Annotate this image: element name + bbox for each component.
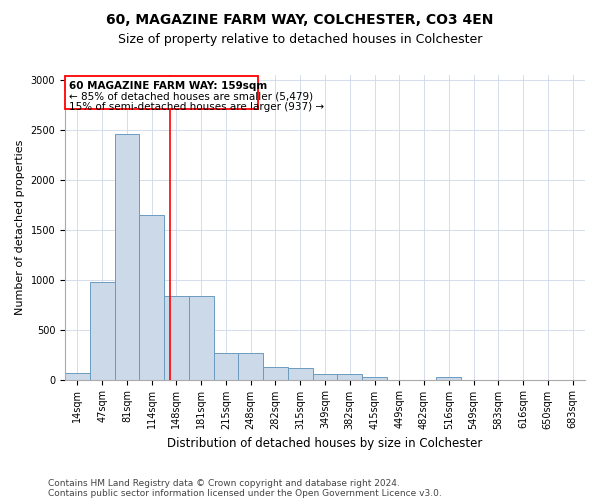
Bar [164,296,189,380]
Bar [313,374,337,380]
Text: 15% of semi-detached houses are larger (937) →: 15% of semi-detached houses are larger (… [69,102,324,112]
Bar [436,377,461,380]
Text: 60, MAGAZINE FARM WAY, COLCHESTER, CO3 4EN: 60, MAGAZINE FARM WAY, COLCHESTER, CO3 4… [106,12,494,26]
Bar [139,215,164,380]
Bar [189,296,214,380]
Bar [337,374,362,380]
X-axis label: Distribution of detached houses by size in Colchester: Distribution of detached houses by size … [167,437,483,450]
Y-axis label: Number of detached properties: Number of detached properties [15,140,25,315]
Bar [65,373,90,380]
Bar [115,134,139,380]
Bar [238,353,263,380]
Text: 60 MAGAZINE FARM WAY: 159sqm: 60 MAGAZINE FARM WAY: 159sqm [69,81,267,91]
Text: ← 85% of detached houses are smaller (5,479): ← 85% of detached houses are smaller (5,… [69,92,313,102]
Bar [90,282,115,380]
Bar [362,377,387,380]
Bar [263,367,288,380]
Bar [288,368,313,380]
Bar [214,352,238,380]
Text: Size of property relative to detached houses in Colchester: Size of property relative to detached ho… [118,32,482,46]
FancyBboxPatch shape [65,76,258,109]
Text: Contains public sector information licensed under the Open Government Licence v3: Contains public sector information licen… [48,488,442,498]
Text: Contains HM Land Registry data © Crown copyright and database right 2024.: Contains HM Land Registry data © Crown c… [48,478,400,488]
